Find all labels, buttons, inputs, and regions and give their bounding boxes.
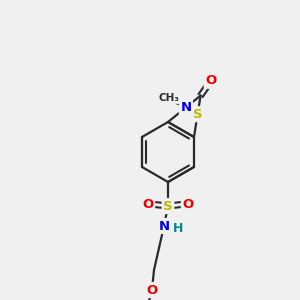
Text: CH₃: CH₃ xyxy=(158,93,179,103)
Text: O: O xyxy=(182,197,194,211)
Text: O: O xyxy=(205,74,217,87)
Text: S: S xyxy=(193,108,202,121)
Text: S: S xyxy=(163,200,173,212)
Text: N: N xyxy=(158,220,169,232)
Text: O: O xyxy=(146,284,158,296)
Text: O: O xyxy=(142,197,154,211)
Text: N: N xyxy=(180,101,191,114)
Text: H: H xyxy=(173,221,183,235)
